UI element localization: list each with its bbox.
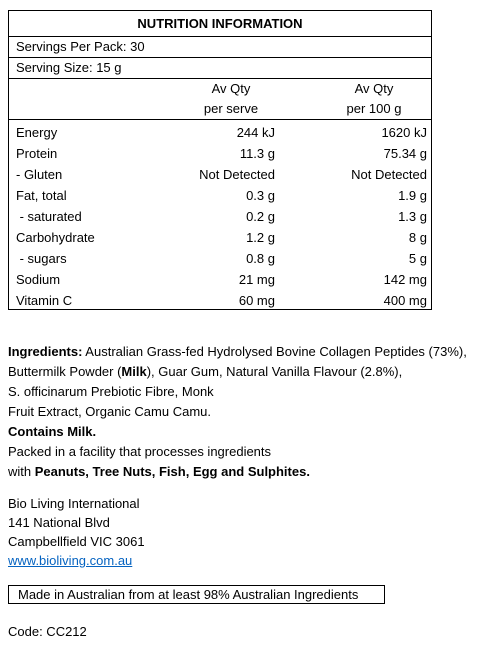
- row-per-100g: 1.9 g: [398, 188, 427, 203]
- divider: [9, 57, 431, 58]
- serving-size: Serving Size: 15 g: [16, 60, 122, 75]
- header-per-serve-line1: Av Qty: [211, 81, 251, 96]
- row-per-100g: 1.3 g: [398, 209, 427, 224]
- row-per-serve: 0.2 g: [246, 209, 275, 224]
- divider: [9, 78, 431, 79]
- row-label: - saturated: [16, 209, 82, 224]
- ingredients-line: S. officinarum Prebiotic Fibre, Monk: [8, 384, 214, 399]
- origin-statement-box: Made in Australian from at least 98% Aus…: [8, 585, 385, 604]
- row-per-100g: Not Detected: [351, 167, 427, 182]
- ingredients-text: Buttermilk Powder (: [8, 364, 122, 379]
- divider: [9, 119, 431, 120]
- ingredients-line: Ingredients: Australian Grass-fed Hydrol…: [8, 342, 467, 362]
- company-address: Bio Living International 141 National Bl…: [8, 494, 145, 570]
- row-per-serve: 1.2 g: [246, 230, 275, 245]
- nutrition-panel: NUTRITION INFORMATION Servings Per Pack:…: [8, 10, 432, 310]
- row-per-100g: 5 g: [408, 251, 427, 266]
- row-label: Fat, total: [16, 188, 67, 203]
- row-label: - sugars: [16, 251, 67, 266]
- row-per-100g: 8 g: [408, 230, 427, 245]
- ingredients-text: ), Guar Gum, Natural Vanilla Flavour (2.…: [146, 364, 403, 379]
- row-label: - Gluten: [16, 167, 63, 182]
- header-per-serve-line2: per serve: [203, 101, 259, 116]
- row-per-100g: 1620 kJ: [381, 125, 427, 140]
- origin-statement: Made in Australian from at least 98% Aus…: [18, 587, 359, 602]
- product-code: Code: CC212: [8, 624, 87, 639]
- row-per-serve: Not Detected: [199, 167, 275, 182]
- row-per-serve: 60 mg: [238, 293, 275, 308]
- allergen-list: Peanuts, Tree Nuts, Fish, Egg and Sulphi…: [34, 464, 310, 479]
- ingredients-section: Ingredients: Australian Grass-fed Hydrol…: [8, 342, 467, 482]
- company-street: 141 National Blvd: [8, 515, 110, 530]
- ingredients-text: Australian Grass-fed Hydrolysed Bovine C…: [82, 344, 467, 359]
- row-label: Vitamin C: [16, 293, 73, 308]
- row-per-serve: 11.3 g: [239, 146, 275, 161]
- row-label: Protein: [16, 146, 58, 161]
- facility-text: with: [8, 464, 35, 479]
- row-per-serve: 244 kJ: [236, 125, 275, 140]
- panel-title: NUTRITION INFORMATION: [137, 16, 303, 31]
- allergen-milk: Milk: [121, 364, 147, 379]
- row-per-serve: 0.3 g: [246, 188, 275, 203]
- row-label: Carbohydrate: [16, 230, 95, 245]
- row-per-100g: 400 mg: [383, 293, 427, 308]
- servings-per-pack: Servings Per Pack: 30: [16, 39, 145, 54]
- header-per-100g-line2: per 100 g: [346, 101, 402, 116]
- contains-text: Contains Milk.: [8, 424, 97, 439]
- ingredients-label: Ingredients:: [8, 344, 83, 359]
- row-label: Energy: [16, 125, 58, 140]
- row-per-100g: 75.34 g: [383, 146, 427, 161]
- facility-statement-line: with Peanuts, Tree Nuts, Fish, Egg and S…: [8, 462, 467, 482]
- facility-statement-line: Packed in a facility that processes ingr…: [8, 444, 272, 459]
- ingredients-line: Buttermilk Powder (Milk), Guar Gum, Natu…: [8, 362, 467, 382]
- row-per-serve: 0.8 g: [246, 251, 275, 266]
- divider: [9, 36, 431, 37]
- contains-statement: Contains Milk.: [8, 422, 467, 442]
- company-city: Campbellfield VIC 3061: [8, 534, 145, 549]
- header-per-100g-line1: Av Qty: [354, 81, 394, 96]
- company-name: Bio Living International: [8, 496, 140, 511]
- website-link[interactable]: www.bioliving.com.au: [8, 553, 133, 568]
- row-label: Sodium: [16, 272, 61, 287]
- row-per-100g: 142 mg: [383, 272, 427, 287]
- ingredients-line: Fruit Extract, Organic Camu Camu.: [8, 404, 211, 419]
- row-per-serve: 21 mg: [238, 272, 275, 287]
